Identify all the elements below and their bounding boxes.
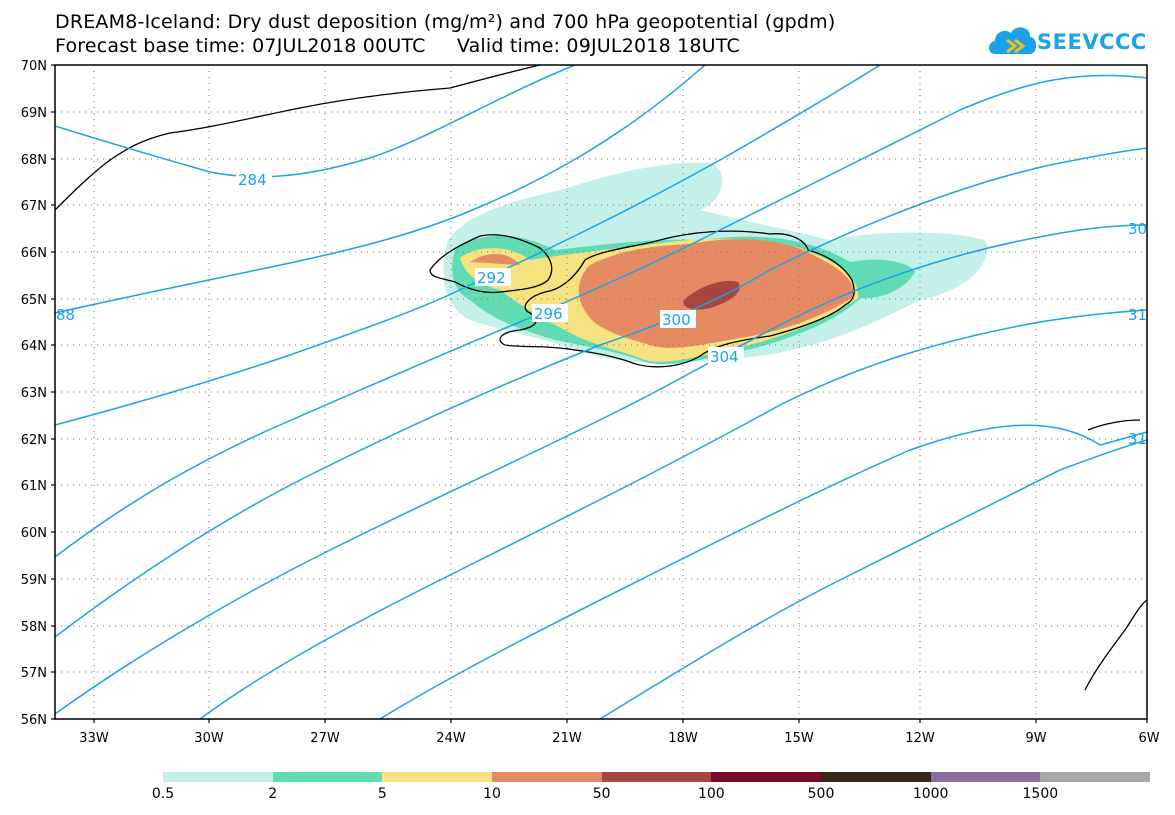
- contour-316: [599, 439, 1147, 719]
- colorbar-label: 500: [807, 786, 835, 802]
- lon-label: 21W: [552, 731, 582, 746]
- lon-label: 24W: [436, 731, 466, 746]
- colorbar-swatch: [821, 772, 931, 782]
- contour-label-right-31a: 31: [1128, 306, 1147, 324]
- lat-label: 61N: [21, 479, 47, 494]
- lat-label: 58N: [21, 620, 47, 635]
- colorbar-label: 1000: [912, 786, 949, 802]
- dust-level-50: [683, 280, 740, 310]
- colorbar-swatch: [272, 772, 383, 782]
- lat-label: 56N: [21, 713, 47, 728]
- contour-label-284: 284: [238, 171, 267, 189]
- contour-284: [55, 65, 576, 178]
- lon-label: 33W: [79, 731, 109, 746]
- lat-label: 63N: [21, 386, 47, 401]
- seevccc-logo: SEEVCCC: [985, 18, 1146, 64]
- lon-label: 15W: [784, 731, 814, 746]
- colorbar-label: 1500: [1022, 786, 1059, 802]
- lon-label: 12W: [905, 731, 935, 746]
- lat-label: 60N: [21, 526, 47, 541]
- map-plot: 284 292 296 300 304 30 31 31 88 70N 69N …: [21, 59, 1160, 746]
- colorbar-swatch: [163, 772, 273, 782]
- colorbar-swatch: [1040, 772, 1151, 782]
- contour-label-left-88: 88: [56, 306, 75, 324]
- contour-304: [55, 224, 1147, 715]
- colorbar-label: 100: [697, 786, 725, 802]
- lat-label: 64N: [21, 339, 47, 354]
- lon-label: 30W: [194, 731, 224, 746]
- colorbar-label: 5: [377, 786, 387, 802]
- lon-label: 18W: [668, 731, 698, 746]
- colorbar-swatch: [492, 772, 602, 782]
- contour-300: [55, 147, 1147, 638]
- colorbar-swatch: [930, 772, 1041, 782]
- lon-label: 9W: [1025, 731, 1046, 746]
- lat-label: 65N: [21, 293, 47, 308]
- contour-label-right-30: 30: [1128, 220, 1147, 238]
- contour-308: [199, 309, 1147, 719]
- contour-label-296: 296: [534, 305, 563, 323]
- lat-label: 57N: [21, 666, 47, 681]
- scotland-coastline: [1084, 419, 1147, 691]
- lat-label: 67N: [21, 199, 47, 214]
- lat-label: 68N: [21, 153, 47, 168]
- colorbar-swatch: [711, 772, 822, 782]
- lat-label: 66N: [21, 246, 47, 261]
- contour-labels: 284 292 296 300 304 30 31 31 88: [56, 170, 1147, 448]
- lat-label: 62N: [21, 433, 47, 448]
- contour-288: [55, 65, 706, 314]
- contour-296: [55, 74, 1147, 558]
- cloud-logo-icon: [989, 27, 1036, 54]
- lon-label: 27W: [310, 731, 340, 746]
- latitude-labels: 70N 69N 68N 67N 66N 65N 64N 63N 62N 61N …: [21, 59, 47, 728]
- colorbar-swatch: [601, 772, 712, 782]
- colorbar-label: 2: [268, 786, 278, 802]
- graticule: [55, 65, 1147, 719]
- contour-312: [379, 424, 1147, 719]
- westfjords-coastline: [429, 234, 553, 294]
- contour-label-300: 300: [662, 311, 691, 329]
- forecast-times: Forecast base time: 07JUL2018 00UTC Vali…: [55, 35, 740, 57]
- map-title: DREAM8-Iceland: Dry dust deposition (mg/…: [55, 11, 836, 33]
- lat-label: 69N: [21, 106, 47, 121]
- contour-292: [55, 65, 881, 426]
- axis-ticks: [51, 64, 1148, 723]
- dust-deposition-field: [443, 162, 988, 365]
- colorbar-label: 0.5: [151, 786, 175, 802]
- contour-label-right-31b: 31: [1128, 430, 1147, 448]
- contour-label-304: 304: [710, 348, 739, 366]
- lat-label: 70N: [21, 59, 47, 74]
- contour-label-292: 292: [477, 269, 506, 287]
- lon-label: 6W: [1138, 731, 1159, 746]
- colorbar-label: 10: [483, 786, 501, 802]
- colorbar-swatch: [382, 772, 493, 782]
- colorbar: [163, 772, 1151, 782]
- geopotential-contours: [55, 65, 1147, 719]
- longitude-labels: 33W 30W 27W 24W 21W 18W 15W 12W 9W 6W: [79, 731, 1159, 746]
- colorbar-label: 50: [592, 786, 611, 802]
- dust-level-10: [470, 239, 854, 348]
- lat-label: 59N: [21, 573, 47, 588]
- logo-text: SEEVCCC: [1037, 30, 1147, 54]
- greenland-coastline: [55, 65, 541, 211]
